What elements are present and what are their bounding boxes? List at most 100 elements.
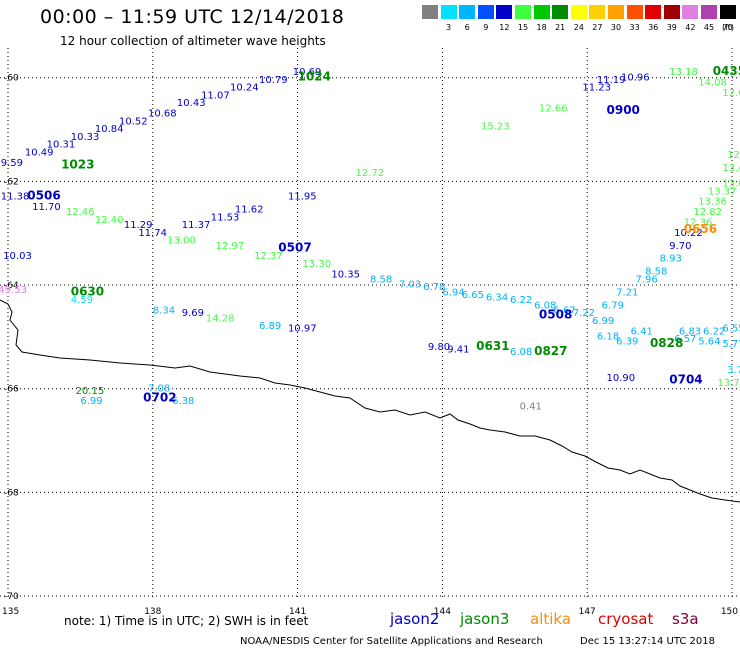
swh-value: 6.38 bbox=[172, 396, 194, 407]
y-tick-label: -68 bbox=[4, 488, 19, 498]
swh-value: 6.39 bbox=[616, 337, 638, 348]
swh-value: 10.49 bbox=[25, 147, 54, 158]
colorbar-tick-label: 39 bbox=[666, 23, 677, 32]
swh-value: 6.83 bbox=[679, 326, 701, 337]
swh-value: 6.99 bbox=[80, 396, 102, 407]
grid-lines bbox=[0, 48, 740, 600]
colorbar-tick-label: 3 bbox=[446, 23, 452, 32]
pass-time-label: 1024 bbox=[298, 69, 331, 83]
colorbar-tick-label: 6 bbox=[464, 23, 470, 32]
x-tick-labels: 135 138 141 144 147 150 bbox=[2, 607, 738, 617]
note-text: note: 1) Time is in UTC; 2) SWH is in fe… bbox=[64, 614, 309, 628]
swh-value: 15.23 bbox=[481, 122, 510, 133]
swh-value: 6.18 bbox=[597, 331, 619, 342]
swh-value: 0.41 bbox=[520, 401, 542, 412]
swh-value: 10.84 bbox=[95, 124, 124, 135]
swh-value: 13.30 bbox=[302, 259, 331, 270]
swh-value: 10.24 bbox=[230, 83, 259, 94]
colorbar-tick-label: 33 bbox=[629, 23, 640, 32]
swh-value: 10.96 bbox=[621, 72, 650, 83]
swh-value: 9.59 bbox=[1, 158, 23, 169]
swh-value: 6.67 bbox=[553, 306, 575, 317]
swh-value: 6.79 bbox=[602, 300, 624, 311]
x-tick-label: 150 bbox=[721, 607, 738, 617]
legend-entry-altika: altika bbox=[530, 610, 572, 628]
colorbar-swatch bbox=[459, 5, 476, 19]
colorbar-swatch bbox=[477, 5, 494, 19]
colorbar-tick-label: 9 bbox=[483, 23, 489, 32]
swh-value: 11.70 bbox=[32, 202, 61, 213]
swh-value: 7.08 bbox=[148, 383, 170, 394]
swh-value: 6.94 bbox=[442, 287, 464, 298]
footer-timestamp: Dec 15 13:27:14 UTC 2018 bbox=[580, 636, 715, 647]
pass-time-label: 0435 bbox=[713, 64, 740, 78]
swh-value: 7.21 bbox=[616, 287, 638, 298]
colorbar-unit-label: (ft) bbox=[721, 23, 735, 32]
swh-value: 6.22 bbox=[703, 326, 725, 337]
swh-value: 6.08 bbox=[510, 347, 532, 358]
chart-subtitle: 12 hour collection of altimeter wave hei… bbox=[60, 34, 326, 48]
x-tick-label: 138 bbox=[144, 607, 161, 617]
swh-value: 10.43 bbox=[177, 98, 206, 109]
swh-value: 6.57 bbox=[674, 334, 696, 345]
swh-value: 10.97 bbox=[288, 324, 317, 335]
swh-value: 13.47 bbox=[722, 163, 740, 174]
colorbar-tick-label: 24 bbox=[573, 23, 584, 32]
swh-value: 6.22 bbox=[510, 295, 532, 306]
swh-value: 12.40 bbox=[95, 215, 124, 226]
swh-value: 10.03 bbox=[3, 251, 32, 262]
colorbar-tick-label: 42 bbox=[685, 23, 696, 32]
pass-time-labels: 1024 1023 0506 0507 0630 0508 0631 0827 0828 0704… bbox=[27, 64, 740, 405]
swh-value: 9.41 bbox=[447, 344, 469, 355]
colorbar-tick-label: 36 bbox=[648, 23, 659, 32]
swh-value: 9.80 bbox=[428, 342, 450, 353]
swh-value: 6.08 bbox=[534, 300, 556, 311]
colorbar-swatch bbox=[570, 5, 587, 19]
swh-value: 10.79 bbox=[259, 75, 288, 86]
swh-value: 5.77 bbox=[722, 339, 740, 350]
swh-value: 4.59 bbox=[71, 295, 93, 306]
footer-credit: NOAA/NESDIS Center for Satellite Applica… bbox=[240, 636, 543, 647]
x-tick-label: 141 bbox=[289, 607, 306, 617]
y-tick-label: -64 bbox=[4, 281, 19, 291]
swh-value: 12.97 bbox=[216, 241, 245, 252]
swh-value: 10.22 bbox=[674, 228, 703, 239]
colorbar-swatch bbox=[663, 5, 680, 19]
swh-value: 6.55 bbox=[722, 324, 740, 335]
colorbar-tick-label: 21 bbox=[555, 23, 566, 32]
swh-value: 11.38 bbox=[1, 192, 30, 203]
x-tick-label: 147 bbox=[579, 607, 596, 617]
swh-value: 12.82 bbox=[693, 207, 722, 218]
y-tick-label: -62 bbox=[4, 177, 19, 187]
swh-value: 6.78 bbox=[423, 282, 445, 293]
swh-value: 13.18 bbox=[669, 67, 698, 78]
pass-time-label: 0631 bbox=[476, 339, 509, 353]
y-tick-label: -70 bbox=[4, 592, 19, 602]
colorbar-tick-label: 70 bbox=[722, 23, 733, 32]
swh-value: 11.37 bbox=[182, 220, 211, 231]
swh-value: 13.36 bbox=[698, 197, 727, 208]
colorbar-swatch bbox=[533, 5, 550, 19]
swh-value: 11.62 bbox=[235, 204, 264, 215]
colorbar-tick-label: 27 bbox=[592, 23, 603, 32]
colorbar-swatch bbox=[682, 5, 699, 19]
swh-value: 13.02 bbox=[722, 179, 740, 190]
swh-value: 10.69 bbox=[293, 67, 322, 78]
swh-value: 11.95 bbox=[288, 192, 317, 203]
colorbar-tick-label: 45 bbox=[703, 23, 715, 32]
colorbar-swatch bbox=[440, 5, 457, 19]
swh-value: 10.33 bbox=[71, 132, 100, 143]
swh-value: 10.35 bbox=[331, 269, 360, 280]
swh-observations: 10.69 10.7910.2411.0710.4310.6810.5210.84… bbox=[0, 67, 740, 412]
legend-entry-jason2: jason2 bbox=[390, 610, 440, 628]
swh-value: 6.41 bbox=[631, 326, 653, 337]
swh-value: 9.70 bbox=[669, 241, 691, 252]
x-tick-label: 144 bbox=[434, 607, 451, 617]
swh-value: 8.58 bbox=[645, 267, 667, 278]
pass-time-label: 1023 bbox=[61, 157, 94, 171]
pass-time-label: 0900 bbox=[607, 103, 640, 117]
colorbar-swatch bbox=[589, 5, 606, 19]
swh-value: 12.62 bbox=[722, 88, 740, 99]
